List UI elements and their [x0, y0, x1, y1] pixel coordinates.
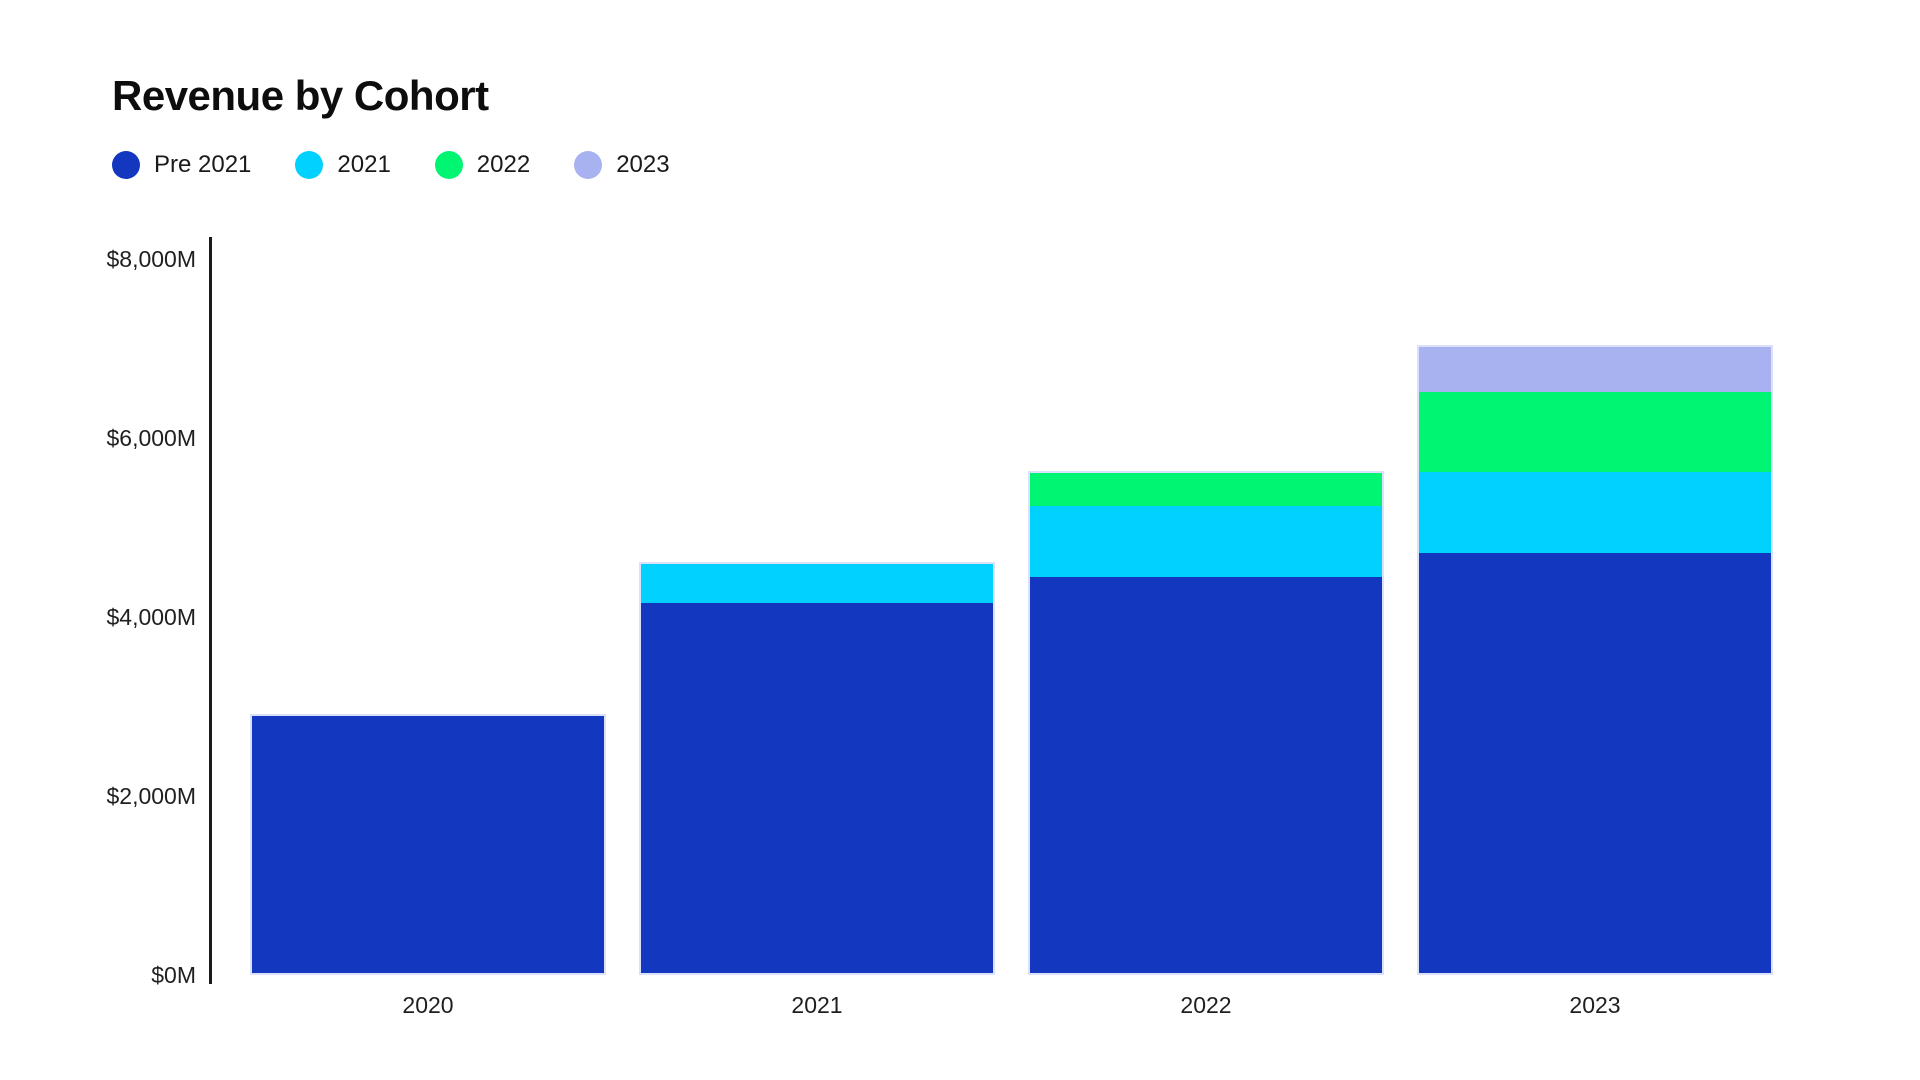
bar-segment-2022-pre-2021[interactable] — [1030, 577, 1382, 973]
bar-segment-2023-pre-2021[interactable] — [1419, 553, 1771, 973]
y-tick-label: $4,000M — [106, 604, 196, 630]
y-tick-label: $6,000M — [106, 425, 196, 451]
legend-label: Pre 2021 — [154, 151, 252, 178]
legend-item-2022[interactable]: 2022 — [434, 151, 531, 179]
bar-segment-2021-pre-2021[interactable] — [641, 602, 993, 973]
y-tick-label: $2,000M — [106, 783, 196, 809]
bar-segment-2022-2022[interactable] — [1030, 472, 1382, 507]
legend-item-2021[interactable]: 2021 — [295, 151, 391, 179]
bar-segment-2023-2023[interactable] — [1419, 347, 1771, 392]
legend-item-2023[interactable]: 2023 — [574, 151, 670, 179]
x-axis-label-2022: 2022 — [1180, 992, 1232, 1018]
legend-dot-icon — [574, 151, 603, 179]
y-tick-label: $8,000M — [106, 246, 196, 272]
legend-dot-icon — [112, 151, 140, 179]
stacked-bar-2022[interactable] — [1028, 471, 1384, 975]
bar-segment-2023-2022[interactable] — [1419, 391, 1771, 473]
x-axis-label-2021: 2021 — [791, 992, 843, 1018]
stacked-bar-2021[interactable] — [639, 562, 995, 975]
chart-legend: Pre 2021 2021 2022 2023 — [112, 151, 670, 179]
bar-segment-2021-2021[interactable] — [641, 564, 993, 603]
legend-dot-icon — [295, 151, 324, 179]
x-axis-label-2020: 2020 — [402, 992, 454, 1018]
stacked-bar-2020[interactable] — [250, 714, 606, 975]
legend-label: 2022 — [476, 151, 531, 178]
stacked-bar-2023[interactable] — [1417, 345, 1773, 975]
chart-title: Revenue by Cohort — [112, 72, 489, 119]
bar-segment-2022-2021[interactable] — [1030, 506, 1382, 578]
legend-label: 2021 — [337, 151, 391, 178]
legend-dot-icon — [434, 151, 463, 179]
bar-segment-2023-2021[interactable] — [1419, 472, 1771, 554]
x-axis-label-2023: 2023 — [1569, 992, 1621, 1018]
legend-item-pre-2021[interactable]: Pre 2021 — [112, 151, 251, 179]
bar-segment-2020-pre-2021[interactable] — [252, 716, 604, 973]
y-tick-label: $0M — [151, 962, 196, 988]
y-axis-line — [209, 237, 212, 984]
legend-label: 2023 — [616, 151, 670, 178]
